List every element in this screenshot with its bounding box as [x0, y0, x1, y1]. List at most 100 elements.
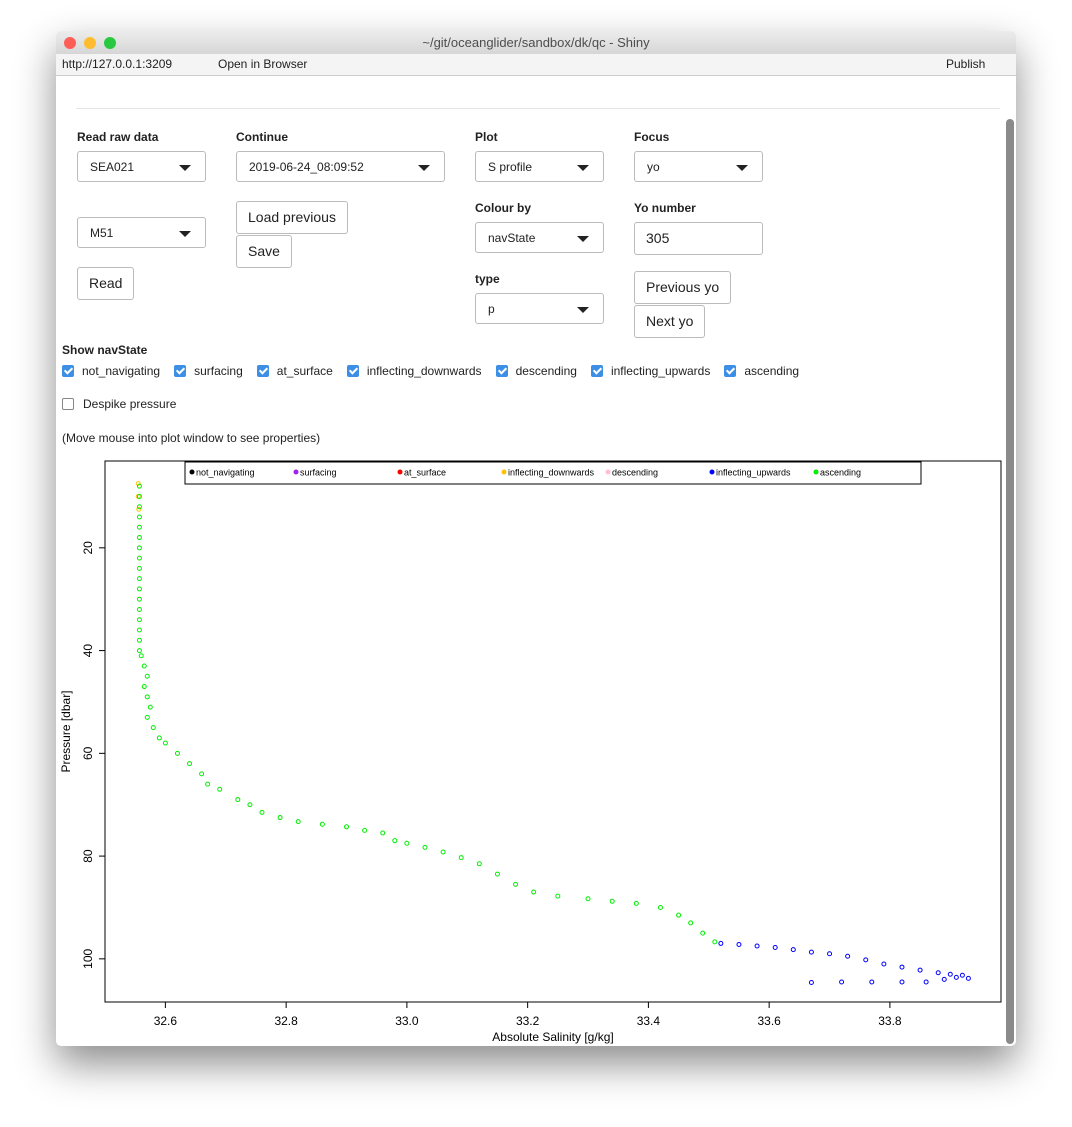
checkbox[interactable]: [256, 365, 269, 377]
checkbox-row[interactable]: inflecting_downwards: [346, 364, 482, 378]
point: [136, 576, 142, 582]
point: [953, 974, 959, 980]
minimize[interactable]: [84, 37, 96, 49]
point: [259, 809, 265, 815]
checkbox-row[interactable]: descending: [495, 364, 577, 378]
point: [657, 904, 663, 910]
point: [235, 797, 241, 803]
point: [174, 750, 180, 756]
point: [440, 849, 446, 855]
checkbox-row[interactable]: inflecting_upwards: [590, 364, 711, 378]
scrollbar[interactable]: [1006, 119, 1014, 1044]
button[interactable]: Save: [236, 235, 292, 268]
point: [295, 819, 301, 825]
point: [476, 861, 482, 867]
y-tick-label: 40: [81, 644, 95, 658]
legend-swatch: [605, 469, 611, 475]
point: [136, 606, 142, 612]
legend-label: descending: [612, 467, 658, 477]
point: [277, 815, 283, 821]
checkbox-row[interactable]: Despike pressure: [62, 397, 176, 411]
point: [136, 565, 142, 571]
point: [136, 627, 142, 633]
point: [935, 970, 941, 976]
checkbox-row[interactable]: ascending: [724, 364, 799, 378]
point: [217, 786, 223, 792]
select[interactable]: navState: [475, 222, 604, 253]
point: [609, 898, 615, 904]
point: [845, 953, 851, 959]
point: [144, 714, 150, 720]
checkbox[interactable]: [724, 365, 737, 377]
x-tick-label: 33.0: [395, 1014, 419, 1028]
button[interactable]: Load previous: [236, 201, 348, 234]
label: Show navState: [62, 343, 148, 357]
window-title: ~/git/oceanglider/sandbox/dk/qc - Shiny: [422, 35, 650, 50]
checkbox[interactable]: [62, 365, 74, 377]
select[interactable]: SEA021: [77, 151, 206, 182]
checkbox-row[interactable]: not_navigating: [62, 364, 160, 378]
legend-swatch: [397, 469, 403, 475]
checkbox[interactable]: [346, 365, 359, 377]
checkbox-label: inflecting_downwards: [366, 364, 482, 378]
checkbox[interactable]: [590, 365, 603, 377]
point: [531, 889, 537, 895]
button[interactable]: Next yo: [634, 305, 706, 338]
point: [136, 596, 142, 602]
point: [136, 506, 142, 512]
select[interactable]: S profile: [475, 151, 604, 182]
point: [959, 972, 965, 978]
point: [494, 871, 500, 877]
point: [150, 725, 156, 731]
select[interactable]: yo: [634, 151, 763, 182]
url[interactable]: http://127.0.0.1:3209: [62, 57, 173, 71]
legend-label: at_surface: [404, 467, 446, 477]
select[interactable]: 2019-06-24_08:09:52: [236, 151, 445, 182]
select[interactable]: p: [475, 293, 604, 324]
legend-swatch: [813, 469, 819, 475]
checkbox[interactable]: [174, 365, 187, 377]
point: [380, 830, 386, 836]
close[interactable]: [64, 37, 76, 49]
point: [965, 975, 971, 981]
button[interactable]: Read: [77, 267, 135, 300]
checkbox-row[interactable]: at_surface: [256, 364, 333, 378]
point: [555, 893, 561, 899]
checkbox-label: descending: [515, 364, 577, 378]
label: Continue: [236, 130, 288, 144]
checkbox-row[interactable]: surfacing: [174, 364, 243, 378]
point: [917, 967, 923, 973]
button[interactable]: Previous yo: [634, 271, 732, 304]
checkbox-label: ascending: [744, 364, 800, 378]
legend-label: surfacing: [300, 467, 337, 477]
checkbox-label: surfacing: [194, 364, 243, 378]
point: [422, 844, 428, 850]
point: [138, 653, 144, 659]
point: [136, 524, 142, 530]
point: [162, 740, 168, 746]
point: [941, 976, 947, 982]
point: [136, 617, 142, 623]
point: [319, 821, 325, 827]
checkbox[interactable]: [495, 365, 508, 377]
point: [839, 979, 845, 985]
point: [754, 943, 760, 949]
point: [144, 673, 150, 679]
point: [156, 735, 162, 741]
input[interactable]: 305: [634, 222, 763, 255]
chart: 32.6 32.8 33.0 33.2 33.4 33.6 33.8 20 40 60 80 100 A…: [59, 460, 1002, 1044]
point: [633, 900, 639, 906]
open-in-browser[interactable]: Open in Browser: [218, 57, 308, 71]
publish[interactable]: Publish: [946, 57, 986, 71]
legend-label: inflecting_upwards: [716, 467, 791, 477]
select[interactable]: M51: [77, 217, 206, 248]
point: [718, 940, 724, 946]
point: [147, 704, 153, 710]
legend-label: ascending: [820, 467, 861, 477]
zoom[interactable]: [104, 37, 116, 49]
point: [790, 947, 796, 953]
x-tick-label: 32.6: [154, 1014, 178, 1028]
plot-frame: [104, 460, 1002, 1003]
checkbox-label: inflecting_upwards: [610, 364, 711, 378]
